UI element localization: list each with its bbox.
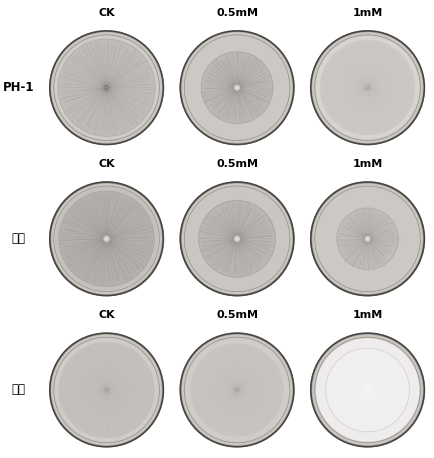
Circle shape [363,235,371,243]
Circle shape [186,188,287,290]
Circle shape [186,339,287,441]
Circle shape [312,184,421,293]
Text: CK: CK [98,8,115,18]
Text: 轮纹: 轮纹 [12,383,26,397]
Text: 1mM: 1mM [352,311,382,321]
Text: CK: CK [98,159,115,169]
Circle shape [320,41,414,135]
Circle shape [234,236,239,241]
Circle shape [49,182,163,295]
Circle shape [312,33,421,142]
Circle shape [325,348,408,432]
Circle shape [316,188,418,290]
Text: CK: CK [98,311,115,321]
Circle shape [59,191,154,286]
Circle shape [182,33,291,142]
Circle shape [186,37,287,139]
Text: 灰霉: 灰霉 [12,232,26,245]
Circle shape [336,208,397,269]
Circle shape [180,333,293,447]
Circle shape [312,335,421,444]
Circle shape [49,333,163,447]
Text: 1mM: 1mM [352,159,382,169]
Text: 0.5mM: 0.5mM [216,159,257,169]
Circle shape [58,39,155,136]
Circle shape [56,37,157,139]
Circle shape [104,236,108,241]
Circle shape [310,31,423,144]
Text: PH-1: PH-1 [3,81,34,94]
Circle shape [180,182,293,295]
Circle shape [325,348,408,432]
Text: 0.5mM: 0.5mM [216,8,257,18]
Circle shape [59,343,154,437]
Circle shape [316,339,418,441]
Circle shape [56,339,157,441]
Circle shape [182,184,291,293]
Circle shape [236,87,237,89]
Text: 0.5mM: 0.5mM [216,311,257,321]
Circle shape [233,84,240,92]
Circle shape [365,236,369,241]
Circle shape [310,182,423,295]
Circle shape [56,188,157,290]
Circle shape [182,335,291,444]
Circle shape [366,238,368,240]
Circle shape [52,33,161,142]
Circle shape [201,52,272,124]
Circle shape [198,201,275,277]
Circle shape [191,344,283,436]
Circle shape [52,184,161,293]
Circle shape [180,31,293,144]
Circle shape [233,235,240,243]
Circle shape [234,85,239,90]
Circle shape [316,37,418,139]
Circle shape [236,238,237,240]
Circle shape [49,31,163,144]
Circle shape [102,235,110,243]
Circle shape [52,335,161,444]
Text: 1mM: 1mM [352,8,382,18]
Circle shape [310,333,423,447]
Circle shape [105,238,107,240]
